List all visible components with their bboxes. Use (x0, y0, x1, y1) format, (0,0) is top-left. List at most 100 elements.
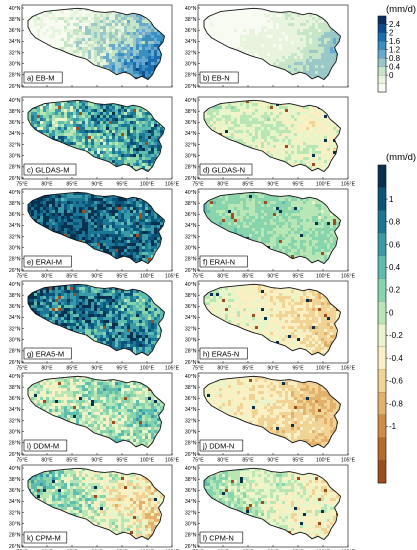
lon-tick-label: 80°E (217, 182, 229, 188)
lat-tick-label: 28°N (9, 73, 21, 79)
lat-tick-label: 30°N (185, 62, 197, 68)
lon-tick-label: 105°E (165, 182, 180, 188)
lat-tick-label: 32°N (9, 142, 21, 148)
lat-tick-label: 38°N (9, 201, 21, 207)
panel-label-text: h) ERA5-N (203, 350, 239, 359)
colorbar-top-swatch (377, 24, 387, 34)
map-panel-k: 40°N38°N36°N34°N32°N30°N28°N26°N75°E80°E… (9, 464, 180, 550)
lon-tick-label: 100°E (140, 182, 155, 188)
lon-tick-label: 90°E (91, 182, 103, 188)
map-panel-e: 40°N 38°N 36°N 34°N 32°N 30°N 28°N 26°N75°E 80°E… (9, 188, 180, 280)
lat-tick-label: 36°N (185, 396, 197, 402)
plateau-boundary (203, 7, 342, 81)
panel-label: a) EB-M (23, 71, 63, 84)
lon-tick-label: 85°E (242, 366, 254, 372)
colorbar-top-tick: 0.4 (389, 62, 401, 71)
panel-label: i) DDM-M (23, 439, 68, 452)
colorbar-bottom-tick: -0.8 (389, 399, 403, 408)
colorbar-bottom-swatch (377, 187, 387, 211)
plateau-boundary (203, 191, 342, 265)
lat-tick-label: 36°N (9, 28, 21, 34)
lat-tick-label: 32°N (9, 418, 21, 424)
panel-label: j) DDM-N (199, 439, 244, 452)
lat-tick-label: 26°N (185, 176, 197, 182)
colorbar-bottom-swatch (377, 460, 387, 484)
lon-tick-label: 90°E (267, 274, 279, 280)
map-panel-g: 40°N 38°N 36°N 34°N 32°N 30°N 28°N 26°N75°E 80°E… (9, 280, 180, 372)
lon-tick-label: 105°E (165, 458, 180, 464)
lat-tick-label: 34°N (9, 39, 21, 45)
lat-tick-label: 32°N (185, 234, 197, 240)
lon-tick-label: 85°E (242, 182, 254, 188)
lat-tick-label: 32°N (185, 510, 197, 516)
lat-tick-label: 36°N (9, 212, 21, 218)
lon-tick-label: 95°E (116, 274, 128, 280)
lat-tick-label: 36°N (185, 28, 197, 34)
colorbar-top-swatch (377, 58, 387, 67)
panel-label: l) CPM-N (199, 531, 244, 544)
colorbar-bottom-swatch (377, 414, 387, 438)
lat-tick-label: 28°N (185, 441, 197, 447)
lat-tick-label: 30°N (9, 522, 21, 528)
colorbar-bottom-tick: 0 (389, 308, 394, 317)
lon-tick-label: 80°E (217, 274, 229, 280)
lat-tick-label: 36°N (185, 120, 197, 126)
lat-tick-label: 30°N (9, 246, 21, 252)
panel-label-text: c) GLDAS-M (27, 166, 70, 175)
map-panel-i: 40°N 38°N 36°N 34°N 32°N 30°N 28°N 26°N75°E 80°E… (9, 372, 180, 464)
lat-tick-label: 26°N (9, 360, 21, 366)
lat-tick-label: 30°N (9, 154, 21, 160)
lat-tick-label: 38°N (185, 109, 197, 115)
lat-tick-label: 32°N (185, 50, 197, 56)
lat-tick-label: 38°N (9, 17, 21, 23)
lon-tick-label: 75°E (16, 458, 28, 464)
panel-label: b) EB-N (199, 71, 239, 84)
lon-tick-label: 105°E (165, 274, 180, 280)
lat-tick-label: 28°N (9, 257, 21, 263)
lat-tick-label: 26°N (185, 544, 197, 550)
map-panel-h: 40°N 38°N 36°N 34°N 32°N 30°N 28°N 26°N75°E 80°E… (185, 280, 356, 372)
lon-tick-label: 80°E (217, 366, 229, 372)
lat-tick-label: 26°N (185, 84, 197, 90)
lat-tick-label: 30°N (9, 338, 21, 344)
panel-label: c) GLDAS-M (23, 163, 77, 176)
lon-tick-label: 105°E (165, 366, 180, 372)
lon-tick-label: 105°E (341, 366, 356, 372)
lon-tick-label: 80°E (217, 458, 229, 464)
panel-label-text: b) EB-N (203, 74, 230, 83)
colorbar-top-tick: 2 (389, 29, 394, 38)
colorbar-top-tick: 2.4 (389, 20, 401, 29)
colorbar-bottom-tick: -0.2 (389, 331, 403, 340)
lat-tick-label: 40°N (9, 466, 21, 472)
colorbar-top-swatch (377, 75, 387, 84)
lat-tick-label: 32°N (185, 142, 197, 148)
lon-tick-label: 105°E (341, 182, 356, 188)
lat-tick-label: 28°N (9, 349, 21, 355)
lat-tick-label: 38°N (9, 477, 21, 483)
lat-tick-label: 36°N (9, 488, 21, 494)
lat-tick-label: 32°N (9, 50, 21, 56)
lat-tick-label: 30°N (185, 154, 197, 160)
lat-tick-label: 28°N (9, 165, 21, 171)
colorbar-bottom-swatch (377, 392, 387, 416)
lon-tick-label: 85°E (66, 458, 78, 464)
panel-label-text: k) CPM-M (27, 534, 61, 543)
colorbar-top-tick: 1.6 (389, 37, 401, 46)
lat-tick-label: 26°N (185, 268, 197, 274)
lon-tick-label: 75°E (192, 458, 204, 464)
panel-label: h) ERA5-N (199, 347, 248, 360)
lon-tick-label: 80°E (41, 182, 53, 188)
plateau-boundary (27, 7, 166, 81)
lat-tick-label: 38°N (185, 17, 197, 23)
map-panel-b: 40°N 38°N 36°N 34°N 32°N 30°N 28°N 26°N b) EB-N (185, 4, 349, 90)
lat-tick-label: 28°N (185, 257, 197, 263)
lon-tick-label: 95°E (292, 182, 304, 188)
lat-tick-label: 36°N (9, 396, 21, 402)
panel-label-text: e) ERAI-M (27, 258, 62, 267)
lon-tick-label: 100°E (316, 458, 331, 464)
lat-tick-label: 32°N (9, 510, 21, 516)
colorbar-bottom-swatch (377, 255, 387, 279)
lon-tick-label: 100°E (140, 274, 155, 280)
colorbar-bottom-swatch (377, 233, 387, 257)
lat-tick-label: 40°N (185, 374, 197, 380)
